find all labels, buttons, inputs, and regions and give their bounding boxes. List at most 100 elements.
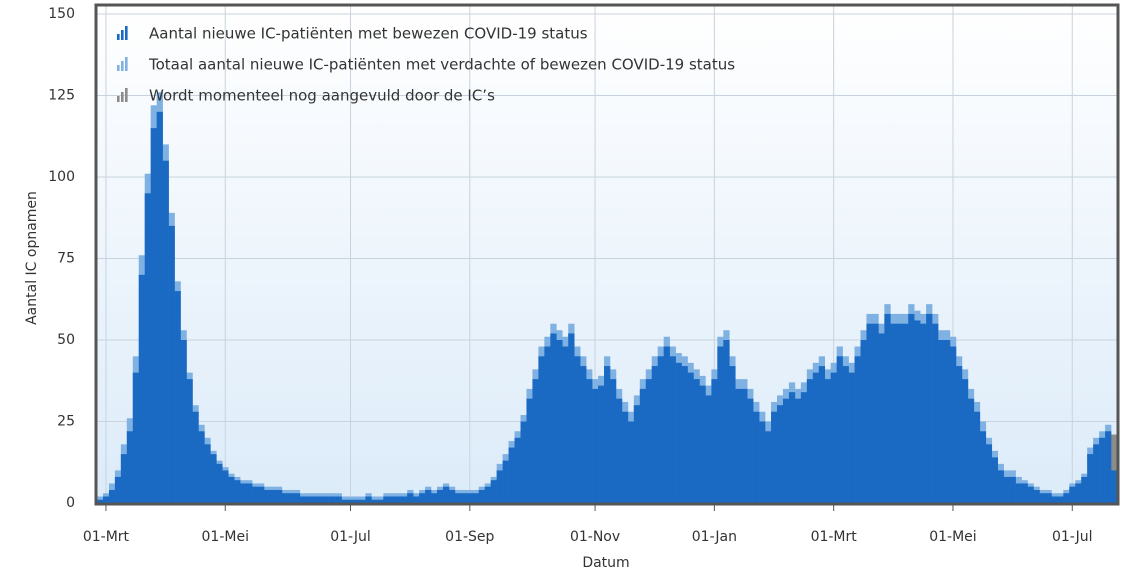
bar	[1033, 489, 1040, 503]
bar	[520, 421, 527, 503]
bar	[627, 421, 635, 503]
x-tick-label: 01-Nov	[570, 529, 620, 545]
bar	[735, 388, 742, 503]
bar	[771, 411, 778, 503]
legend-label: Totaal aantal nieuwe IC-patiënten met ve…	[148, 56, 735, 74]
bar	[1087, 454, 1094, 503]
bar	[580, 366, 587, 503]
bar	[729, 366, 736, 503]
bar	[252, 486, 259, 503]
bar	[478, 489, 486, 503]
y-tick-label: 100	[48, 169, 75, 185]
legend-swatch	[117, 96, 120, 102]
bar	[836, 356, 843, 503]
bar	[693, 379, 700, 503]
bar	[1057, 496, 1064, 503]
x-tick-label: 01-Jan	[692, 529, 737, 545]
bar	[848, 372, 855, 503]
bar	[657, 356, 664, 503]
bar	[800, 392, 808, 503]
bar	[592, 388, 599, 503]
bar	[788, 392, 796, 503]
bar	[460, 493, 468, 503]
bar	[645, 379, 653, 503]
bar	[633, 405, 641, 503]
bar	[723, 340, 730, 503]
x-tick-label: 01-Mrt	[811, 529, 858, 545]
bar	[317, 496, 324, 503]
bar	[431, 493, 438, 503]
bar	[824, 379, 831, 503]
bar	[568, 333, 575, 503]
bar	[639, 388, 647, 503]
bar	[765, 431, 772, 503]
bar	[550, 333, 557, 503]
bar	[335, 496, 342, 503]
legend-swatch	[125, 57, 128, 71]
x-axis-label: Datum	[582, 555, 629, 571]
bar	[502, 460, 509, 503]
bar	[258, 486, 265, 503]
bar	[490, 480, 497, 503]
bar	[144, 193, 151, 504]
bar	[794, 398, 802, 503]
bar	[353, 499, 360, 503]
bar	[663, 346, 670, 503]
bar	[818, 366, 826, 503]
bar	[1093, 444, 1100, 503]
bar	[866, 323, 873, 503]
bar	[806, 379, 814, 503]
bar	[949, 346, 957, 503]
bar	[514, 437, 521, 503]
legend-swatch	[125, 26, 128, 40]
bar	[192, 411, 199, 503]
bar	[293, 493, 301, 503]
legend-swatch	[125, 88, 128, 102]
bar	[997, 470, 1004, 503]
bar	[383, 496, 390, 503]
bar	[389, 496, 396, 503]
bar	[102, 496, 110, 503]
bar	[425, 489, 432, 503]
bar	[377, 499, 384, 503]
bar	[985, 444, 993, 503]
bar	[741, 388, 748, 503]
bar	[484, 486, 491, 503]
bar	[126, 431, 134, 503]
bar	[114, 476, 122, 503]
bar	[615, 398, 623, 503]
bar	[1111, 434, 1118, 503]
bar	[1039, 493, 1046, 503]
bar	[228, 476, 235, 503]
bar	[699, 385, 706, 503]
bar	[1099, 437, 1106, 503]
bar	[132, 372, 140, 503]
bar	[454, 493, 462, 503]
x-tick-label: 01-Mrt	[83, 529, 130, 545]
bar	[1111, 470, 1118, 503]
bar	[1075, 483, 1082, 503]
bar	[419, 493, 426, 503]
bar	[442, 486, 450, 503]
y-tick-label: 150	[48, 6, 75, 22]
bar	[347, 499, 354, 503]
bar	[902, 323, 909, 503]
bar	[586, 379, 593, 503]
bar	[407, 493, 414, 503]
bar	[598, 385, 605, 503]
bar	[1027, 486, 1034, 503]
y-tick-label: 125	[48, 88, 75, 104]
bar	[991, 457, 999, 503]
bar	[168, 225, 175, 503]
bar	[621, 411, 629, 503]
bar	[1069, 486, 1076, 503]
bar	[1063, 493, 1070, 503]
bar	[967, 398, 975, 503]
bar	[365, 496, 372, 503]
bar	[711, 379, 718, 503]
bar	[860, 340, 867, 503]
bar	[938, 340, 945, 503]
bar	[240, 483, 247, 503]
bar	[275, 489, 283, 503]
